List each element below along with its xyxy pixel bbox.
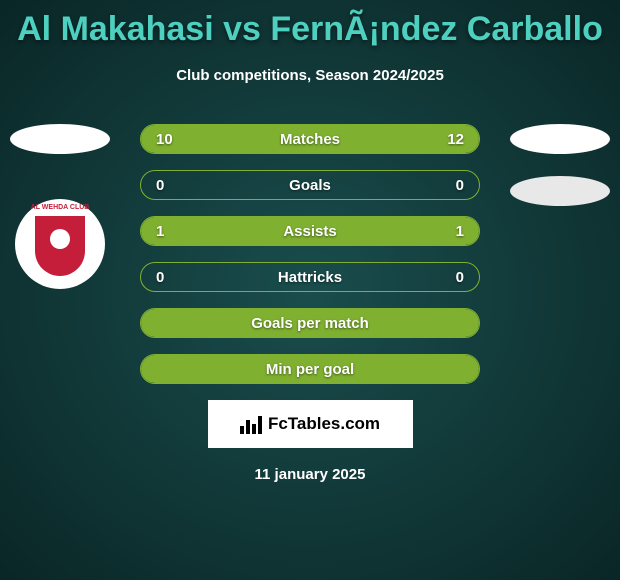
stat-value-left: 10 xyxy=(156,131,173,148)
stat-bar: Goals per match xyxy=(140,308,480,338)
stat-label: Goals xyxy=(289,177,331,194)
stat-label: Min per goal xyxy=(266,361,354,378)
player-placeholder-right-1 xyxy=(510,124,610,154)
club-badge-inner: AL WEHDA CLUB xyxy=(25,204,95,284)
stat-value-left: 1 xyxy=(156,223,164,240)
stat-bars-container: 10Matches120Goals01Assists10Hattricks0Go… xyxy=(140,124,480,384)
footer-brand-text: FcTables.com xyxy=(268,414,380,434)
stat-value-left: 0 xyxy=(156,177,164,194)
stat-value-right: 0 xyxy=(456,177,464,194)
stat-bar: Min per goal xyxy=(140,354,480,384)
club-badge-shield xyxy=(35,216,85,276)
club-badge: AL WEHDA CLUB xyxy=(15,199,105,289)
chart-icon xyxy=(240,414,262,434)
stat-value-right: 0 xyxy=(456,269,464,286)
stat-label: Assists xyxy=(283,223,336,240)
comparison-title: Al Makahasi vs FernÃ¡ndez Carballo xyxy=(0,0,620,49)
footer-brand-box[interactable]: FcTables.com xyxy=(208,400,413,448)
stat-bar: 0 Hattricks 0 xyxy=(140,262,480,292)
date-label: 11 january 2025 xyxy=(0,466,620,483)
stat-bar: 1 Assists 1 xyxy=(140,216,480,246)
comparison-subtitle: Club competitions, Season 2024/2025 xyxy=(0,67,620,84)
stat-bar: 0 Goals 0 xyxy=(140,170,480,200)
player-placeholder-right-2 xyxy=(510,176,610,206)
club-badge-name: AL WEHDA CLUB xyxy=(25,204,95,211)
comparison-content: AL WEHDA CLUB 10Matches120Goals01Assists… xyxy=(0,124,620,483)
stat-label: Hattricks xyxy=(278,269,342,286)
stat-value-right: 1 xyxy=(456,223,464,240)
club-badge-ball xyxy=(50,229,70,249)
player-placeholder-left xyxy=(10,124,110,154)
stat-label: Matches xyxy=(280,131,340,148)
stat-value-right: 12 xyxy=(447,131,464,148)
stat-label: Goals per match xyxy=(251,315,369,332)
stat-value-left: 0 xyxy=(156,269,164,286)
stat-bar: 10 Matches 12 xyxy=(140,124,480,154)
